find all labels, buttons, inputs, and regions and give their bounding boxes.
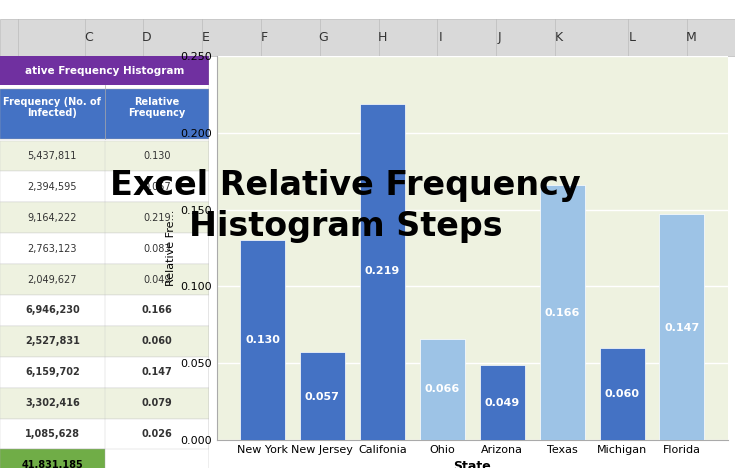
Y-axis label: Relative Fre...: Relative Fre...	[166, 210, 176, 286]
Text: 0.147: 0.147	[664, 323, 700, 333]
Text: 0.147: 0.147	[142, 367, 173, 377]
Text: E: E	[202, 31, 209, 44]
Text: 0.057: 0.057	[305, 392, 340, 402]
Bar	[360, 104, 405, 440]
FancyBboxPatch shape	[0, 89, 209, 139]
Bar	[539, 185, 584, 440]
Text: C: C	[84, 31, 93, 44]
Text: 0.057: 0.057	[143, 182, 171, 192]
FancyBboxPatch shape	[0, 171, 209, 202]
Text: 0.219: 0.219	[143, 213, 171, 223]
Text: L: L	[628, 31, 636, 44]
FancyBboxPatch shape	[0, 140, 209, 171]
Text: G: G	[318, 31, 329, 44]
Bar	[659, 214, 704, 440]
Text: 2,527,831: 2,527,831	[25, 336, 80, 346]
FancyBboxPatch shape	[0, 418, 209, 449]
Text: Relative
Frequency: Relative Frequency	[129, 97, 186, 118]
FancyBboxPatch shape	[0, 233, 209, 264]
Text: 5,437,811: 5,437,811	[28, 151, 77, 161]
Text: H: H	[378, 31, 387, 44]
Text: 0.060: 0.060	[142, 336, 173, 346]
FancyBboxPatch shape	[0, 202, 209, 233]
Text: 0.049: 0.049	[143, 275, 171, 285]
Text: K: K	[554, 31, 563, 44]
FancyBboxPatch shape	[0, 264, 209, 295]
Text: 0.130: 0.130	[245, 335, 280, 345]
Text: F: F	[261, 31, 268, 44]
Text: Excel Relative Frequency
Histogram Steps: Excel Relative Frequency Histogram Steps	[110, 169, 581, 243]
FancyBboxPatch shape	[0, 326, 209, 357]
FancyBboxPatch shape	[0, 388, 209, 418]
Text: M: M	[686, 31, 696, 44]
Bar	[480, 365, 525, 440]
Text: D: D	[142, 31, 152, 44]
Text: 41,831,185: 41,831,185	[21, 460, 83, 468]
Text: 0.166: 0.166	[142, 306, 173, 315]
Text: I: I	[440, 31, 442, 44]
Text: 9,164,222: 9,164,222	[28, 213, 77, 223]
Text: Frequency (No. of
Infected): Frequency (No. of Infected)	[4, 97, 101, 118]
FancyBboxPatch shape	[0, 449, 104, 468]
Text: 6,946,230: 6,946,230	[25, 306, 79, 315]
Text: 0.083: 0.083	[143, 244, 171, 254]
Bar	[300, 352, 345, 440]
Text: 2,049,627: 2,049,627	[28, 275, 77, 285]
Text: 6,159,702: 6,159,702	[25, 367, 79, 377]
Text: 0.066: 0.066	[425, 384, 460, 394]
Text: J: J	[498, 31, 501, 44]
Text: 0.049: 0.049	[484, 398, 520, 408]
Text: 1,085,628: 1,085,628	[25, 429, 80, 439]
Text: 2,763,123: 2,763,123	[28, 244, 77, 254]
Text: 0.079: 0.079	[142, 398, 173, 408]
Text: ative Frequency Histogram: ative Frequency Histogram	[25, 66, 184, 75]
FancyBboxPatch shape	[0, 56, 209, 85]
Text: 0.130: 0.130	[143, 151, 171, 161]
Text: 2,394,595: 2,394,595	[28, 182, 77, 192]
FancyBboxPatch shape	[0, 295, 209, 326]
Bar	[420, 339, 465, 440]
FancyBboxPatch shape	[0, 357, 209, 388]
X-axis label: State: State	[453, 461, 491, 468]
Bar	[240, 241, 285, 440]
Text: 0.219: 0.219	[365, 266, 400, 276]
Bar	[600, 348, 645, 440]
Text: 0.060: 0.060	[605, 389, 639, 399]
Text: 0.166: 0.166	[545, 307, 580, 317]
Text: 3,302,416: 3,302,416	[25, 398, 79, 408]
Text: 0.026: 0.026	[142, 429, 173, 439]
